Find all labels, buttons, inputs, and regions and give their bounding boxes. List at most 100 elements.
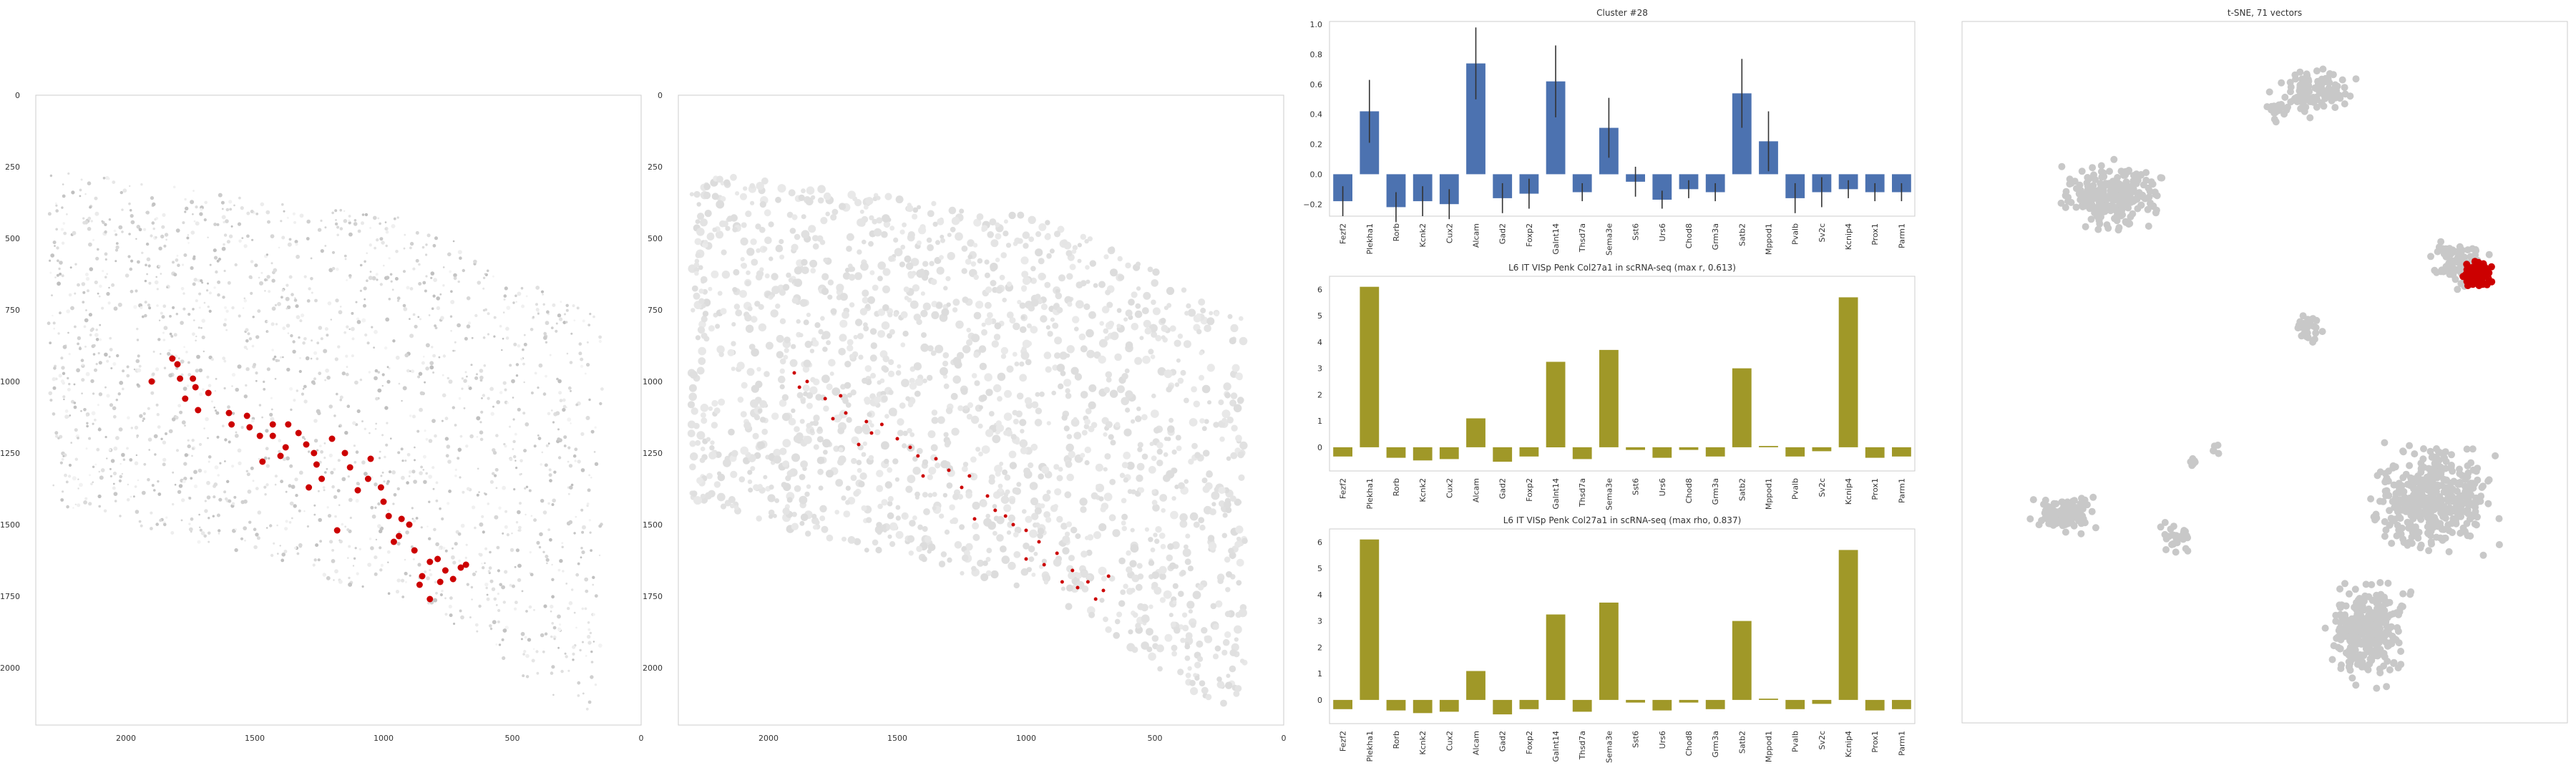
y-tick-label: 1750 — [643, 592, 663, 601]
background-cell — [1121, 513, 1128, 520]
background-cell — [864, 397, 871, 404]
background-cell — [61, 206, 64, 209]
bar-Thsd7a — [1572, 699, 1592, 712]
y-tick-label: 0.4 — [1310, 110, 1323, 120]
background-cell — [877, 261, 886, 270]
highlight-cell — [934, 457, 938, 461]
tsne-point — [2084, 182, 2092, 190]
highlight-cell — [205, 389, 212, 397]
background-cell — [295, 304, 299, 308]
background-cell — [432, 354, 436, 358]
background-cell — [1069, 263, 1076, 271]
background-cell — [694, 271, 699, 276]
background-cell — [130, 495, 132, 498]
tsne-point — [2089, 164, 2097, 172]
background-cell — [200, 208, 203, 211]
background-cell — [169, 315, 172, 318]
background-cell — [1151, 571, 1160, 579]
background-cell — [1043, 351, 1052, 359]
background-cell — [331, 211, 334, 215]
background-cell — [135, 289, 138, 293]
background-cell — [282, 457, 287, 462]
background-cell — [727, 349, 735, 356]
background-cell — [1123, 452, 1131, 460]
background-cell — [769, 514, 774, 519]
background-cell — [1068, 450, 1075, 459]
background-cell — [959, 524, 965, 530]
tsne-point — [2079, 515, 2087, 522]
x-tick-label: 1500 — [887, 734, 907, 743]
tsne-point — [2146, 188, 2154, 195]
background-cell — [995, 471, 1001, 477]
background-cell — [544, 463, 548, 467]
background-cell — [1065, 443, 1074, 452]
tsne-point — [2436, 522, 2444, 530]
background-cell — [960, 387, 968, 395]
background-cell — [520, 286, 524, 290]
x-tick-label: Galnt14 — [1551, 478, 1561, 510]
background-cell — [1035, 231, 1042, 238]
background-cell — [281, 288, 285, 292]
tsne-point — [2145, 223, 2152, 230]
x-tick-label: Pvalb — [1791, 478, 1800, 500]
background-cell — [369, 271, 372, 273]
background-cell — [1103, 467, 1108, 472]
background-cell — [826, 340, 831, 346]
background-cell — [839, 319, 848, 328]
background-cell — [587, 700, 592, 704]
background-cell — [794, 266, 802, 275]
background-cell — [237, 448, 242, 453]
tsne-point — [2406, 462, 2414, 470]
background-cell — [63, 231, 67, 235]
y-tick-label: 2 — [1317, 390, 1322, 399]
background-cell — [240, 206, 244, 210]
background-cell — [181, 263, 185, 266]
background-cell — [801, 230, 810, 239]
background-cell — [791, 408, 796, 413]
tsne-point — [2381, 439, 2389, 447]
background-cell — [932, 492, 937, 497]
background-cell — [869, 354, 877, 362]
background-cell — [208, 455, 212, 459]
background-cell — [940, 460, 949, 469]
background-cell — [1171, 449, 1177, 455]
background-cell — [112, 486, 116, 490]
background-cell — [202, 388, 205, 391]
tsne-point — [2424, 477, 2432, 485]
background-cell — [716, 492, 726, 502]
background-cell — [837, 458, 844, 466]
y-tick-label: 2 — [1317, 643, 1322, 652]
background-cell — [902, 430, 908, 437]
background-cell — [877, 276, 883, 281]
background-cell — [1000, 252, 1007, 258]
background-cell — [489, 579, 494, 583]
background-cell — [887, 333, 892, 339]
background-cell — [482, 308, 486, 312]
background-cell — [552, 694, 555, 696]
background-cell — [1174, 626, 1181, 634]
background-cell — [1216, 681, 1225, 689]
background-cell — [551, 578, 555, 581]
background-cell — [294, 297, 296, 299]
background-cell — [474, 623, 479, 627]
background-cell — [77, 478, 79, 480]
background-cell — [1136, 563, 1143, 569]
background-cell — [503, 443, 506, 446]
background-cell — [420, 465, 423, 469]
background-cell — [775, 244, 784, 253]
background-cell — [339, 306, 342, 308]
background-cell — [329, 540, 333, 544]
background-cell — [531, 658, 535, 663]
background-cell — [121, 452, 125, 457]
background-cell — [532, 316, 535, 319]
tsne-point — [2157, 523, 2165, 531]
background-cell — [796, 392, 804, 399]
background-cell — [61, 274, 64, 278]
background-cell — [267, 331, 269, 333]
background-cell — [244, 539, 246, 542]
background-cell — [193, 484, 198, 489]
highlight-cell — [967, 474, 972, 478]
background-cell — [799, 495, 808, 505]
background-cell — [193, 220, 196, 223]
background-cell — [562, 321, 567, 324]
